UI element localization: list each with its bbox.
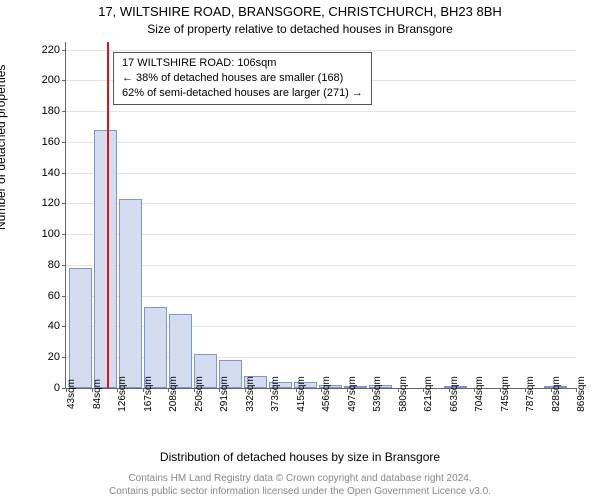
x-tick-mark	[398, 388, 399, 392]
x-tick-mark	[117, 388, 118, 392]
x-tick-mark	[143, 388, 144, 392]
x-tick-mark	[576, 388, 577, 392]
gridline	[66, 296, 576, 297]
x-tick-mark	[168, 388, 169, 392]
y-tick-mark	[62, 357, 66, 358]
y-tick-label: 100	[42, 228, 60, 240]
x-tick-mark	[474, 388, 475, 392]
y-tick-mark	[62, 234, 66, 235]
histogram-bar	[94, 130, 117, 388]
gridline	[66, 111, 576, 112]
x-tick-label: 828sqm	[551, 376, 562, 412]
x-tick-label: 208sqm	[168, 376, 179, 412]
x-tick-label: 539sqm	[372, 376, 383, 412]
y-tick-mark	[62, 326, 66, 327]
y-tick-mark	[62, 80, 66, 81]
y-tick-label: 160	[42, 136, 60, 148]
y-tick-mark	[62, 173, 66, 174]
y-tick-label: 60	[48, 290, 60, 302]
x-tick-label: 84sqm	[92, 379, 103, 409]
y-tick-mark	[62, 111, 66, 112]
x-tick-label: 332sqm	[245, 376, 256, 412]
x-tick-mark	[296, 388, 297, 392]
x-tick-label: 126sqm	[117, 376, 128, 412]
footer-line2: Contains public sector information licen…	[0, 486, 600, 499]
x-tick-label: 704sqm	[474, 376, 485, 412]
x-tick-mark	[219, 388, 220, 392]
y-tick-label: 80	[48, 259, 60, 271]
x-tick-label: 291sqm	[219, 376, 230, 412]
x-tick-label: 663sqm	[449, 376, 460, 412]
annotation-line3: 62% of semi-detached houses are larger (…	[122, 86, 363, 101]
gridline	[66, 357, 576, 358]
x-tick-label: 456sqm	[321, 376, 332, 412]
x-tick-label: 787sqm	[525, 376, 536, 412]
x-tick-label: 621sqm	[423, 376, 434, 412]
annotation-line1: 17 WILTSHIRE ROAD: 106sqm	[122, 56, 363, 71]
x-tick-mark	[525, 388, 526, 392]
annotation-box: 17 WILTSHIRE ROAD: 106sqm← 38% of detach…	[113, 52, 372, 105]
x-tick-mark	[245, 388, 246, 392]
x-tick-label: 167sqm	[143, 376, 154, 412]
y-tick-mark	[62, 265, 66, 266]
footer-attribution: Contains HM Land Registry data © Crown c…	[0, 473, 600, 498]
y-tick-mark	[62, 203, 66, 204]
y-tick-label: 180	[42, 105, 60, 117]
y-tick-label: 0	[54, 382, 60, 394]
y-tick-label: 120	[42, 197, 60, 209]
histogram-bar	[69, 268, 92, 388]
y-tick-label: 20	[48, 351, 60, 363]
footer-line1: Contains HM Land Registry data © Crown c…	[0, 473, 600, 486]
gridline	[66, 50, 576, 51]
histogram-plot: 02040608010012014016018020022043sqm84sqm…	[65, 42, 576, 389]
x-tick-mark	[500, 388, 501, 392]
annotation-line2: ← 38% of detached houses are smaller (16…	[122, 71, 363, 86]
y-tick-label: 200	[42, 74, 60, 86]
y-tick-mark	[62, 296, 66, 297]
histogram-bar	[119, 199, 142, 388]
x-tick-label: 580sqm	[398, 376, 409, 412]
x-tick-mark	[551, 388, 552, 392]
y-tick-label: 40	[48, 320, 60, 332]
x-tick-mark	[372, 388, 373, 392]
x-tick-label: 373sqm	[270, 376, 281, 412]
x-tick-label: 250sqm	[194, 376, 205, 412]
chart-subtitle: Size of property relative to detached ho…	[0, 22, 600, 36]
x-tick-mark	[423, 388, 424, 392]
gridline	[66, 234, 576, 235]
y-tick-mark	[62, 142, 66, 143]
x-tick-mark	[270, 388, 271, 392]
x-tick-label: 497sqm	[347, 376, 358, 412]
y-tick-label: 220	[42, 44, 60, 56]
gridline	[66, 142, 576, 143]
x-axis-label: Distribution of detached houses by size …	[0, 450, 600, 464]
x-tick-mark	[347, 388, 348, 392]
gridline	[66, 173, 576, 174]
x-tick-mark	[66, 388, 67, 392]
y-tick-mark	[62, 50, 66, 51]
gridline	[66, 265, 576, 266]
x-tick-mark	[449, 388, 450, 392]
chart-title: 17, WILTSHIRE ROAD, BRANSGORE, CHRISTCHU…	[0, 4, 600, 19]
x-tick-mark	[194, 388, 195, 392]
y-axis-label: Number of detached properties	[0, 65, 8, 230]
y-tick-label: 140	[42, 167, 60, 179]
x-tick-mark	[321, 388, 322, 392]
property-size-indicator	[107, 42, 109, 388]
x-tick-label: 415sqm	[296, 376, 307, 412]
gridline	[66, 203, 576, 204]
gridline	[66, 326, 576, 327]
x-tick-label: 869sqm	[576, 376, 587, 412]
x-tick-label: 745sqm	[500, 376, 511, 412]
x-tick-label: 43sqm	[66, 379, 77, 409]
x-tick-mark	[92, 388, 93, 392]
